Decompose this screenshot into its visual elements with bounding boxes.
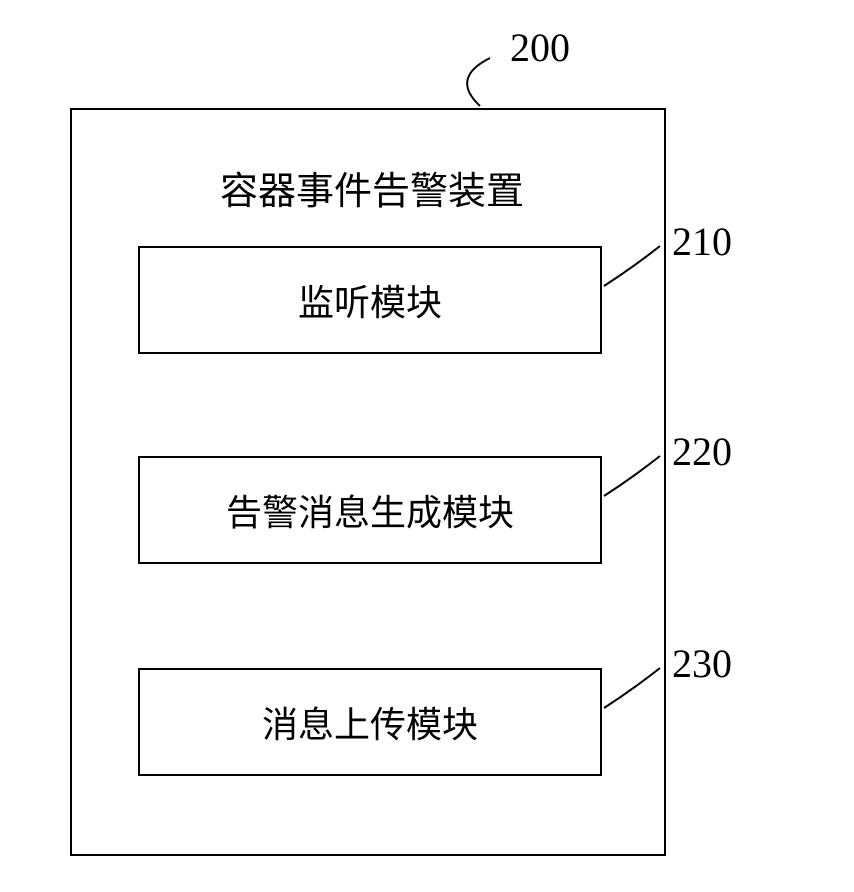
leader-230 xyxy=(0,0,854,892)
